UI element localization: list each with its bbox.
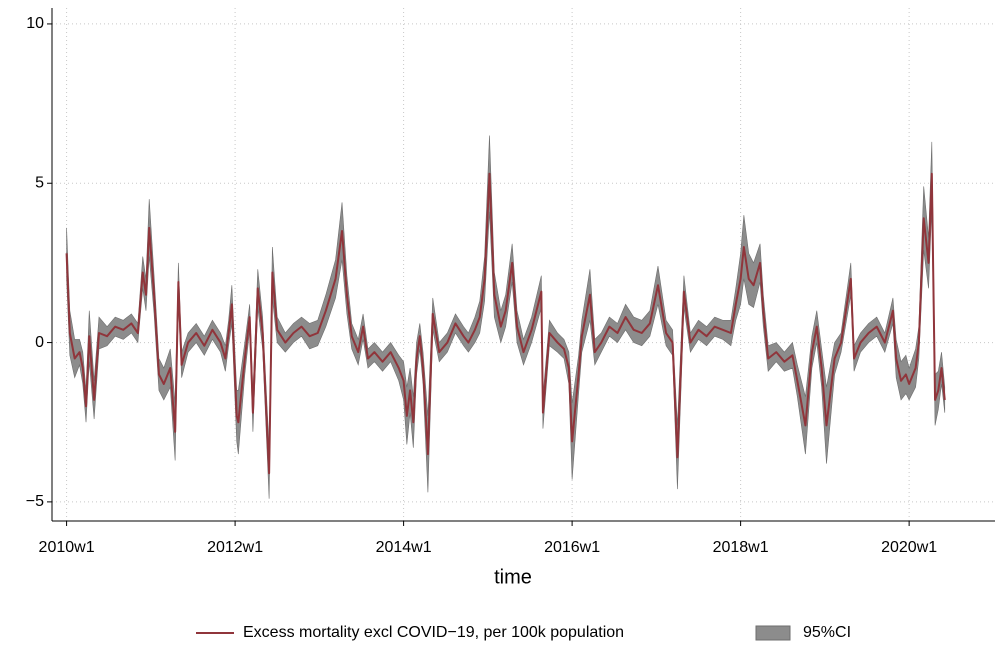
y-tick-label: 10: [26, 15, 44, 32]
x-tick-label: 2020w1: [881, 539, 937, 556]
x-axis-title: time: [494, 566, 532, 588]
x-tick-label: 2016w1: [544, 539, 600, 556]
legend-label: Excess mortality excl COVID−19, per 100k…: [243, 624, 624, 641]
x-tick-label: 2012w1: [207, 539, 263, 556]
legend-swatch: [755, 625, 791, 641]
x-tick-label: 2014w1: [376, 539, 432, 556]
x-tick-label: 2018w1: [713, 539, 769, 556]
y-tick-label: 0: [35, 334, 44, 351]
series-line: [65, 172, 946, 475]
legend-label: 95%CI: [803, 624, 851, 641]
x-tick-label: 2010w1: [39, 539, 95, 556]
y-tick-label: −5: [26, 493, 44, 510]
y-tick-label: 5: [35, 174, 44, 191]
ci-band: [66, 135, 946, 499]
